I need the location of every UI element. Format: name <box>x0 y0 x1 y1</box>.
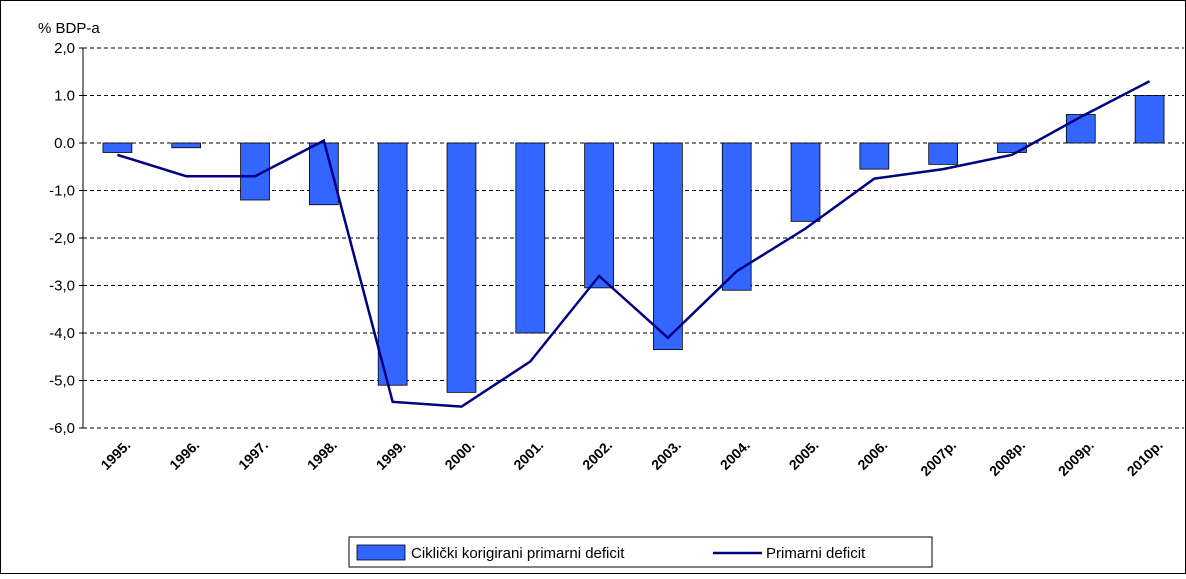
y-tick-label: 2,0 <box>54 40 75 57</box>
bar <box>653 142 683 351</box>
bar <box>721 142 752 291</box>
y-tick-label: -5,0 <box>49 373 75 390</box>
bar <box>584 142 614 289</box>
bar <box>446 142 477 393</box>
bar <box>1065 114 1096 144</box>
y-tick-label: -1,0 <box>49 183 75 200</box>
bar <box>171 142 202 149</box>
legend-label: Ciklički korigirani primarni deficit <box>411 545 625 562</box>
bar <box>308 142 339 206</box>
line <box>117 80 1151 408</box>
y-tick-label: -6,0 <box>49 420 75 437</box>
legend-box <box>348 536 933 568</box>
legend-swatch <box>356 544 406 561</box>
y-tick-label: -3,0 <box>49 278 75 295</box>
legend-label: Primarni deficit <box>766 545 866 562</box>
bar <box>790 142 821 222</box>
bar <box>997 142 1027 153</box>
y-tick-label: -4,0 <box>49 325 75 342</box>
bar <box>1134 95 1165 144</box>
y-tick-label: 1.0 <box>54 88 75 105</box>
bar <box>859 142 890 170</box>
bar <box>928 142 959 165</box>
y-axis-label: % BDP-a <box>38 20 100 37</box>
bar <box>377 142 408 386</box>
y-tick-label: 0.0 <box>54 135 75 152</box>
bar <box>102 142 133 153</box>
y-tick-label: -2,0 <box>49 230 75 247</box>
bar <box>515 142 546 334</box>
